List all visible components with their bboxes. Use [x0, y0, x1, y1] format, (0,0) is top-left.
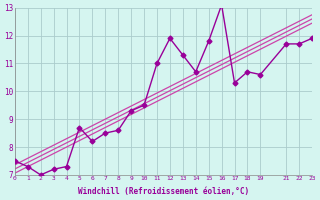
- X-axis label: Windchill (Refroidissement éolien,°C): Windchill (Refroidissement éolien,°C): [78, 187, 249, 196]
